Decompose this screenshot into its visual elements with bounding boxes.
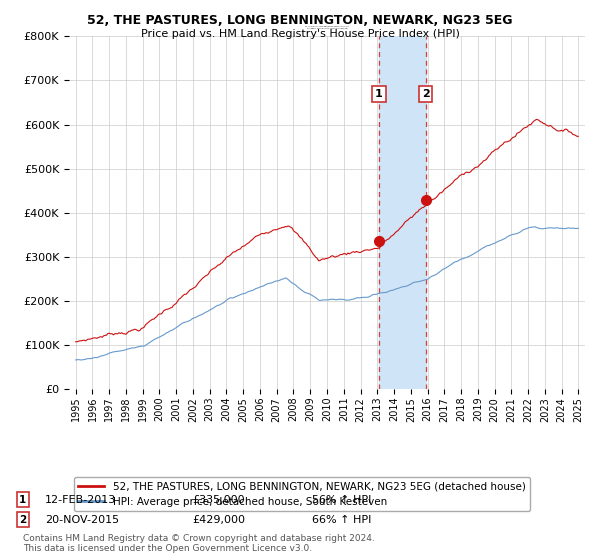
Bar — [379, 36, 426, 389]
Text: 2: 2 — [422, 88, 430, 99]
Text: Price paid vs. HM Land Registry's House Price Index (HPI): Price paid vs. HM Land Registry's House … — [140, 29, 460, 39]
Text: 12-FEB-2013: 12-FEB-2013 — [45, 494, 116, 505]
Text: £429,000: £429,000 — [192, 515, 245, 525]
Legend: 52, THE PASTURES, LONG BENNINGTON, NEWARK, NG23 5EG (detached house), HPI: Avera: 52, THE PASTURES, LONG BENNINGTON, NEWAR… — [74, 477, 530, 511]
Text: 20-NOV-2015: 20-NOV-2015 — [45, 515, 119, 525]
Text: Contains HM Land Registry data © Crown copyright and database right 2024.
This d: Contains HM Land Registry data © Crown c… — [23, 534, 374, 553]
Text: 1: 1 — [19, 494, 26, 505]
Text: £335,000: £335,000 — [192, 494, 245, 505]
Text: 52, THE PASTURES, LONG BENNINGTON, NEWARK, NG23 5EG: 52, THE PASTURES, LONG BENNINGTON, NEWAR… — [87, 14, 513, 27]
Text: 66% ↑ HPI: 66% ↑ HPI — [312, 515, 371, 525]
Title: 52, THE PASTURES, LONG BENNINGTON, NEWARK, NG23 5EG
Price paid vs. HM Land Regis: 52, THE PASTURES, LONG BENNINGTON, NEWAR… — [305, 25, 349, 29]
Text: 56% ↑ HPI: 56% ↑ HPI — [312, 494, 371, 505]
Text: 1: 1 — [375, 88, 383, 99]
Text: 2: 2 — [19, 515, 26, 525]
